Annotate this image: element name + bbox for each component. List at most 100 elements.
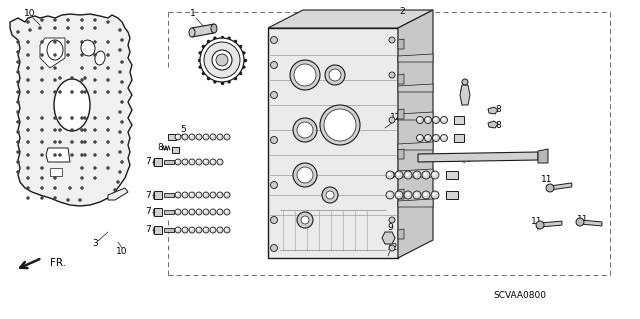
Circle shape bbox=[183, 193, 186, 196]
Text: 8: 8 bbox=[157, 143, 163, 152]
Circle shape bbox=[26, 116, 29, 120]
Text: FR.: FR. bbox=[50, 258, 66, 268]
Circle shape bbox=[176, 210, 179, 212]
Circle shape bbox=[397, 173, 400, 176]
Circle shape bbox=[40, 54, 44, 56]
Circle shape bbox=[176, 135, 179, 137]
Text: 10: 10 bbox=[116, 248, 128, 256]
Circle shape bbox=[68, 187, 72, 189]
Polygon shape bbox=[538, 149, 548, 163]
Circle shape bbox=[81, 187, 83, 189]
Circle shape bbox=[54, 91, 56, 93]
Circle shape bbox=[297, 212, 313, 228]
Circle shape bbox=[431, 171, 439, 179]
Circle shape bbox=[389, 245, 395, 251]
Circle shape bbox=[576, 218, 584, 226]
Circle shape bbox=[118, 48, 122, 51]
Circle shape bbox=[424, 116, 431, 123]
Circle shape bbox=[204, 135, 206, 137]
Circle shape bbox=[212, 50, 232, 70]
Circle shape bbox=[58, 116, 61, 120]
Circle shape bbox=[218, 228, 220, 230]
Polygon shape bbox=[446, 191, 458, 199]
Circle shape bbox=[271, 92, 278, 99]
Circle shape bbox=[58, 91, 61, 93]
Circle shape bbox=[118, 110, 122, 114]
Circle shape bbox=[203, 134, 209, 140]
Circle shape bbox=[26, 78, 29, 81]
Circle shape bbox=[397, 193, 400, 196]
Circle shape bbox=[67, 19, 70, 21]
Circle shape bbox=[26, 187, 29, 189]
Ellipse shape bbox=[211, 24, 217, 33]
Polygon shape bbox=[164, 210, 174, 214]
Circle shape bbox=[325, 65, 345, 85]
Circle shape bbox=[203, 227, 209, 233]
Circle shape bbox=[297, 122, 313, 138]
Circle shape bbox=[433, 116, 440, 123]
Circle shape bbox=[70, 129, 74, 131]
Circle shape bbox=[40, 129, 44, 131]
Circle shape bbox=[67, 26, 70, 29]
Circle shape bbox=[211, 135, 213, 137]
Circle shape bbox=[196, 192, 202, 198]
Circle shape bbox=[83, 91, 86, 93]
Circle shape bbox=[93, 153, 97, 157]
Polygon shape bbox=[398, 229, 404, 239]
Circle shape bbox=[183, 228, 186, 230]
Circle shape bbox=[189, 227, 195, 233]
Circle shape bbox=[79, 198, 81, 202]
Circle shape bbox=[106, 116, 109, 120]
Circle shape bbox=[389, 72, 395, 78]
Circle shape bbox=[415, 193, 418, 196]
Ellipse shape bbox=[47, 40, 63, 60]
Polygon shape bbox=[154, 191, 162, 199]
Text: 6: 6 bbox=[465, 155, 471, 165]
Circle shape bbox=[197, 228, 200, 230]
Circle shape bbox=[190, 193, 193, 196]
Circle shape bbox=[81, 66, 83, 70]
Polygon shape bbox=[192, 24, 214, 37]
Circle shape bbox=[424, 193, 427, 196]
Circle shape bbox=[17, 110, 19, 114]
Text: 7: 7 bbox=[145, 207, 151, 217]
Circle shape bbox=[422, 191, 430, 199]
Circle shape bbox=[431, 191, 439, 199]
Circle shape bbox=[93, 116, 97, 120]
Circle shape bbox=[40, 19, 44, 21]
Circle shape bbox=[224, 192, 230, 198]
Circle shape bbox=[413, 171, 421, 179]
Polygon shape bbox=[10, 14, 132, 206]
Circle shape bbox=[217, 134, 223, 140]
Circle shape bbox=[118, 151, 122, 153]
Text: 5: 5 bbox=[180, 125, 186, 135]
Circle shape bbox=[120, 80, 124, 84]
Circle shape bbox=[176, 160, 179, 162]
Polygon shape bbox=[154, 208, 162, 216]
Circle shape bbox=[70, 140, 74, 144]
Circle shape bbox=[546, 184, 554, 192]
Circle shape bbox=[224, 134, 230, 140]
Circle shape bbox=[40, 140, 44, 144]
Text: 12: 12 bbox=[390, 114, 402, 122]
Circle shape bbox=[290, 60, 320, 90]
Circle shape bbox=[106, 78, 109, 81]
Circle shape bbox=[93, 91, 97, 93]
Circle shape bbox=[210, 134, 216, 140]
Circle shape bbox=[433, 193, 436, 196]
Circle shape bbox=[196, 209, 202, 215]
Circle shape bbox=[67, 54, 70, 56]
Circle shape bbox=[271, 137, 278, 144]
Circle shape bbox=[40, 176, 44, 180]
Circle shape bbox=[26, 197, 29, 199]
Circle shape bbox=[271, 182, 278, 189]
Circle shape bbox=[225, 193, 227, 196]
Circle shape bbox=[204, 210, 206, 212]
Circle shape bbox=[418, 136, 420, 138]
Circle shape bbox=[200, 38, 244, 82]
Polygon shape bbox=[398, 84, 433, 92]
Circle shape bbox=[116, 181, 120, 183]
Polygon shape bbox=[398, 74, 404, 84]
Circle shape bbox=[93, 41, 97, 43]
Circle shape bbox=[106, 41, 109, 43]
